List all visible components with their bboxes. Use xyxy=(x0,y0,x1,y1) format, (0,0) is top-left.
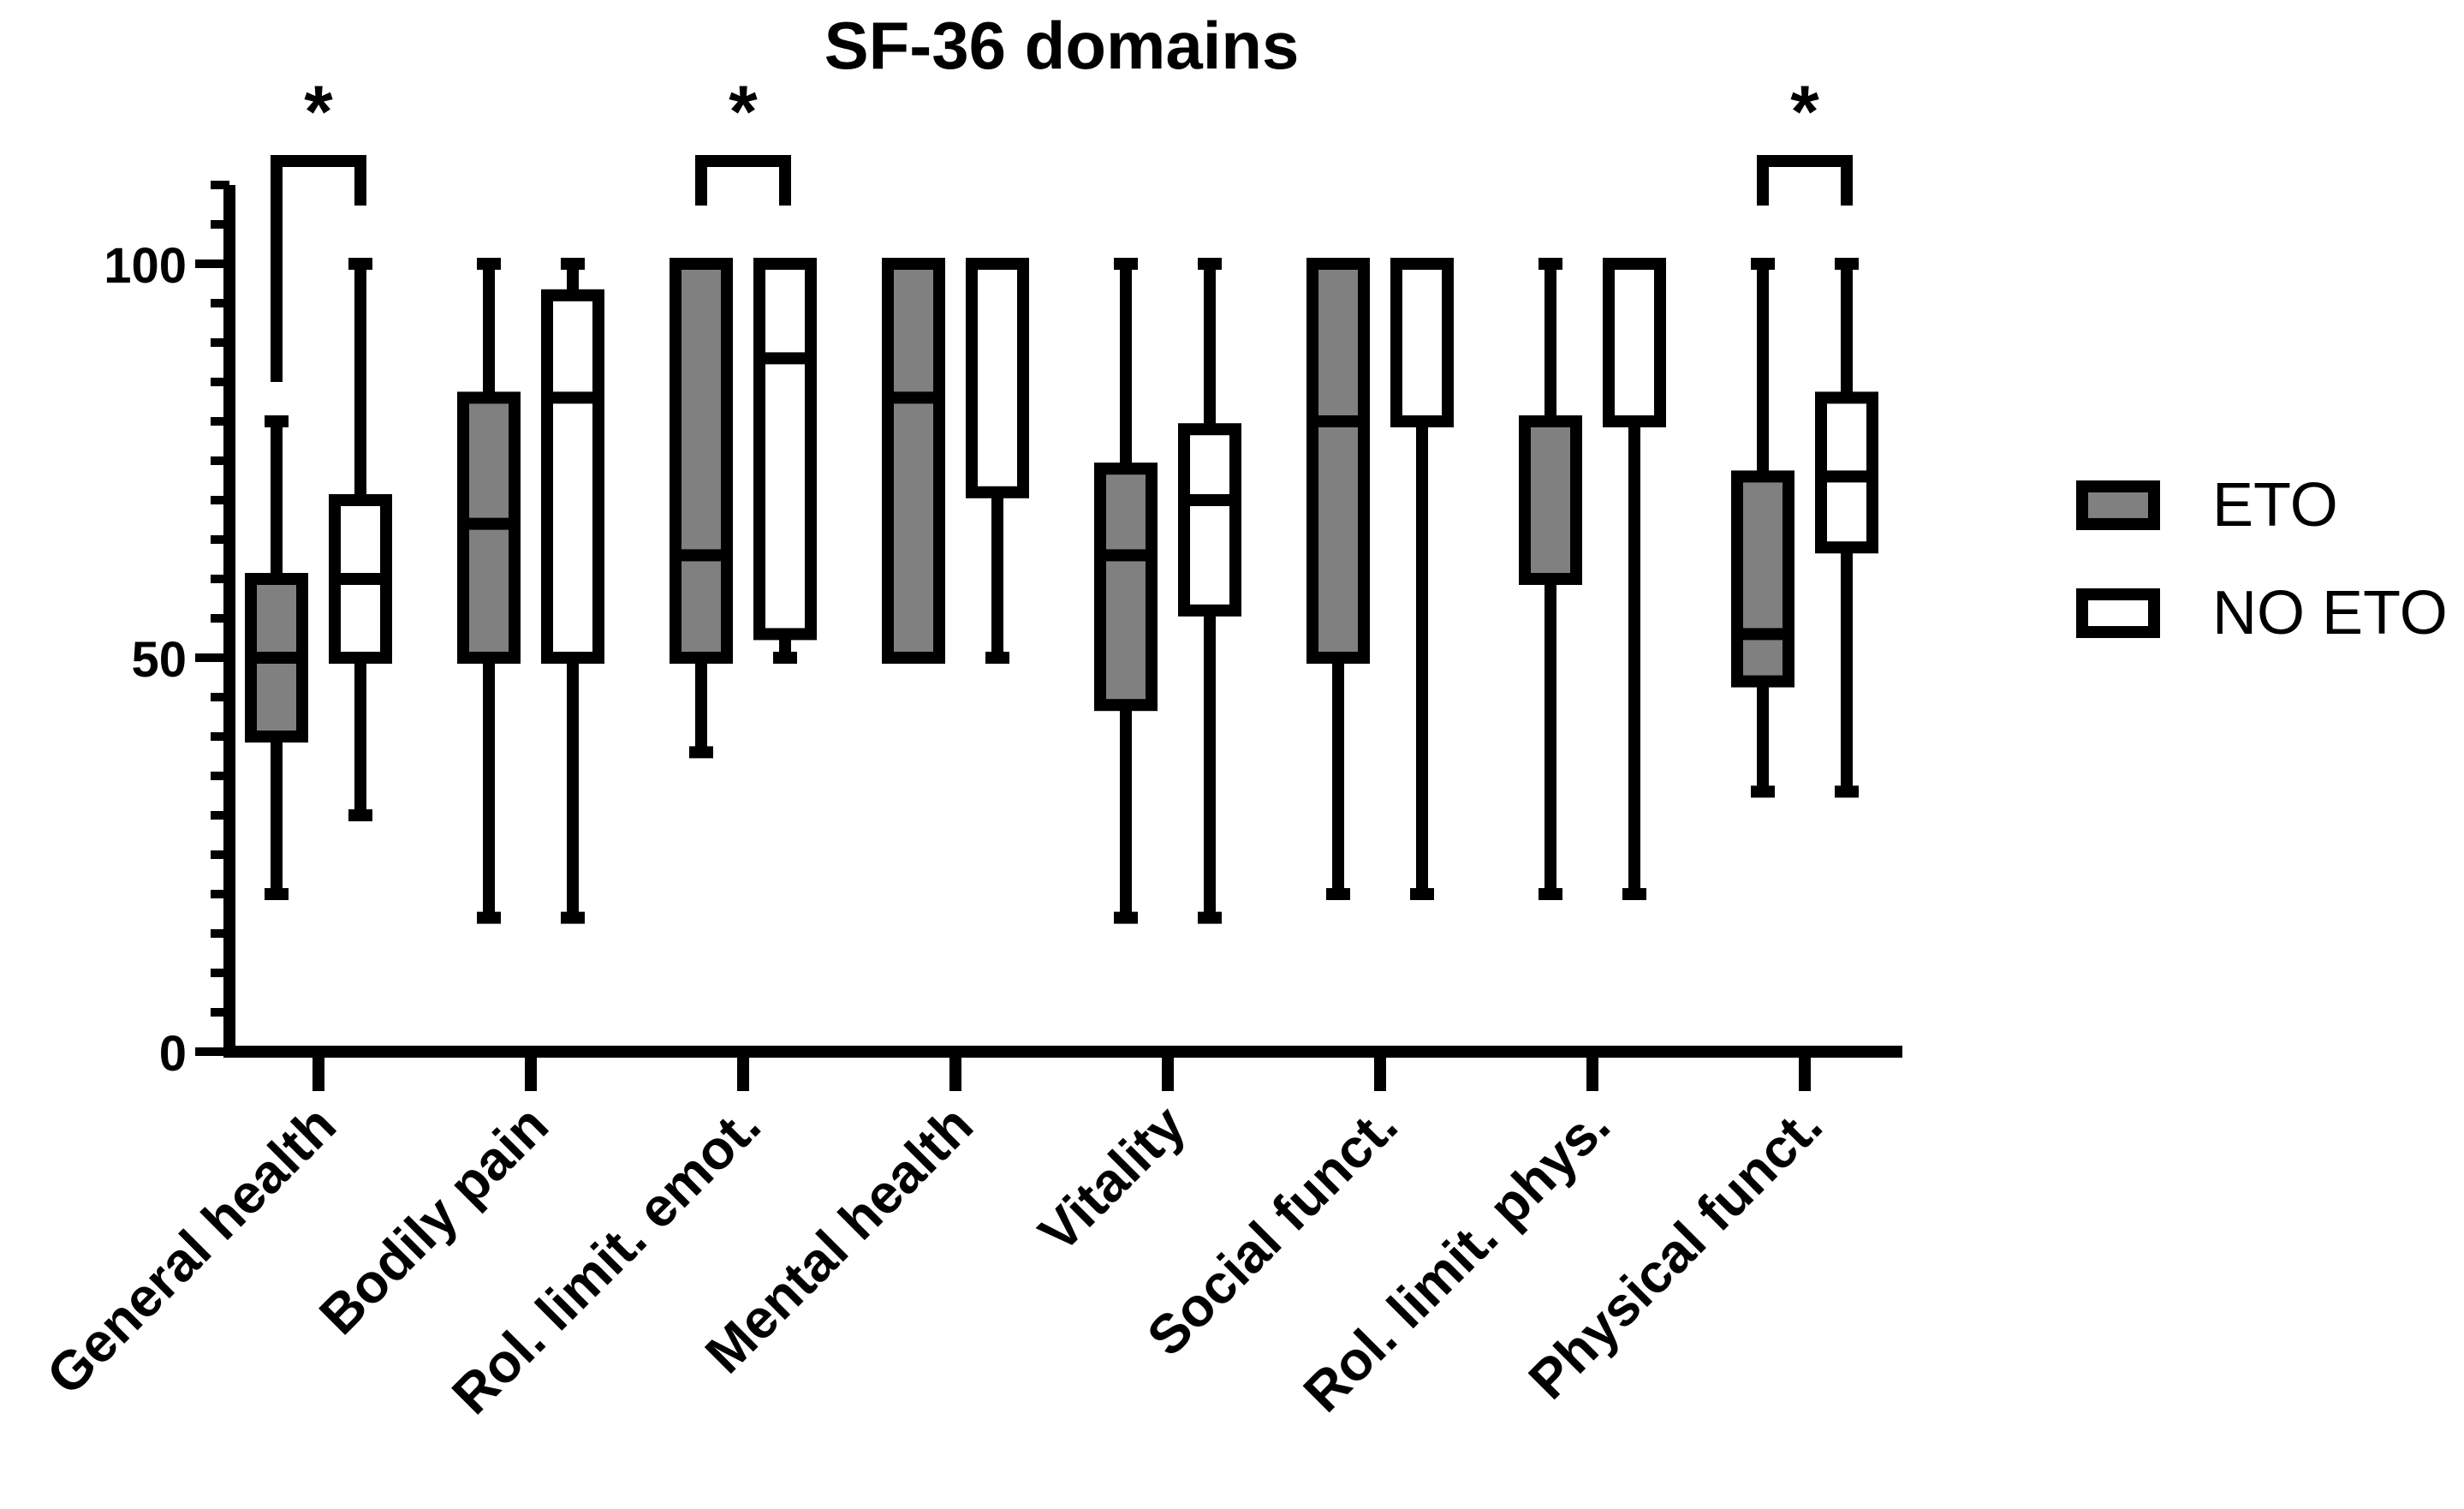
box-no-eto xyxy=(1603,258,1666,900)
box-iqr xyxy=(966,258,1029,498)
y-tick-label: 0 xyxy=(159,1026,187,1082)
box-no-eto xyxy=(966,258,1029,664)
box-iqr xyxy=(541,289,604,664)
box-iqr xyxy=(1731,470,1794,688)
box-no-eto xyxy=(1178,258,1241,924)
significance-star: * xyxy=(729,71,758,153)
box-eto xyxy=(882,258,945,664)
x-tick-label: Vitality xyxy=(1027,1094,1197,1264)
x-tick-label: General health xyxy=(35,1094,348,1406)
box-iqr xyxy=(1306,258,1370,664)
box-no-eto xyxy=(541,258,604,924)
box-no-eto xyxy=(753,258,817,664)
box-no-eto xyxy=(1815,258,1878,798)
box-eto xyxy=(1731,258,1794,798)
box-eto xyxy=(1519,258,1582,900)
legend-label: NO ETO xyxy=(2212,579,2448,647)
box-eto xyxy=(457,258,521,924)
y-tick-label: 100 xyxy=(104,238,187,294)
box-no-eto xyxy=(329,258,392,821)
legend-swatch xyxy=(2076,480,2160,530)
box-eto xyxy=(1306,258,1370,900)
significance-star: * xyxy=(1790,71,1819,153)
legend-swatch xyxy=(2076,588,2160,638)
box-iqr xyxy=(1178,423,1241,617)
significance-bracket xyxy=(271,155,366,382)
box-eto xyxy=(1094,258,1158,924)
significance-star: * xyxy=(304,71,333,153)
chart-title: SF-36 domains xyxy=(824,8,1300,83)
box-iqr xyxy=(1390,258,1454,427)
significance-bracket xyxy=(1757,155,1853,206)
box-iqr xyxy=(670,258,733,664)
box-iqr xyxy=(1519,415,1582,585)
box-iqr xyxy=(1094,462,1158,712)
box-iqr xyxy=(882,258,945,664)
legend: ETO NO ETO xyxy=(2076,471,2448,647)
y-tick-label: 50 xyxy=(131,632,187,688)
box-iqr xyxy=(1603,258,1666,427)
significance-bracket xyxy=(695,155,791,206)
box-eto xyxy=(245,415,308,900)
box-iqr xyxy=(753,258,817,641)
legend-label: ETO xyxy=(2212,471,2338,540)
box-no-eto xyxy=(1390,258,1454,900)
box-eto xyxy=(670,258,733,759)
